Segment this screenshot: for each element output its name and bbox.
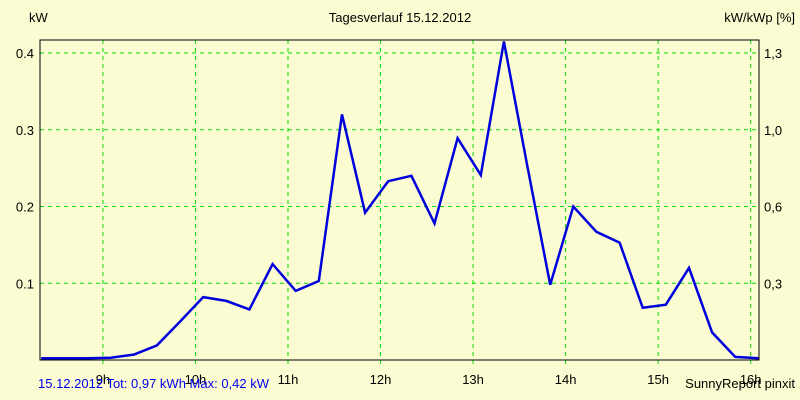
left-axis-unit-label: kW: [29, 10, 48, 25]
y-left-tick-label: 0.2: [16, 200, 34, 215]
right-axis-unit-label: kW/kWp [%]: [724, 10, 795, 25]
x-tick-label: 14h: [555, 372, 577, 387]
x-tick-label: 9h: [96, 372, 110, 387]
x-tick-label: 13h: [462, 372, 484, 387]
chart-title: Tagesverlauf 15.12.2012: [328, 10, 472, 25]
y-right-tick-label: 1,3: [764, 46, 782, 61]
x-tick-label: 15h: [647, 372, 669, 387]
y-right-tick-label: 0,3: [764, 276, 782, 291]
y-left-tick-label: 0.4: [16, 46, 34, 61]
y-right-tick-label: 0,6: [764, 200, 782, 215]
credit-text: SunnyReport pinxit: [685, 376, 795, 391]
x-tick-label: 11h: [278, 372, 299, 387]
y-left-tick-label: 0.3: [16, 123, 34, 138]
x-tick-label: 10h: [185, 372, 207, 387]
y-right-tick-label: 1,0: [764, 123, 782, 138]
x-tick-label: 16h: [740, 372, 762, 387]
power-curve: [41, 41, 759, 360]
daily-summary-text: 15.12.2012 Tot: 0,97 kWh Max: 0,42 kW: [38, 376, 269, 391]
y-left-tick-label: 0.1: [16, 276, 34, 291]
x-tick-label: 12h: [370, 372, 392, 387]
plot-border: [39, 39, 760, 361]
